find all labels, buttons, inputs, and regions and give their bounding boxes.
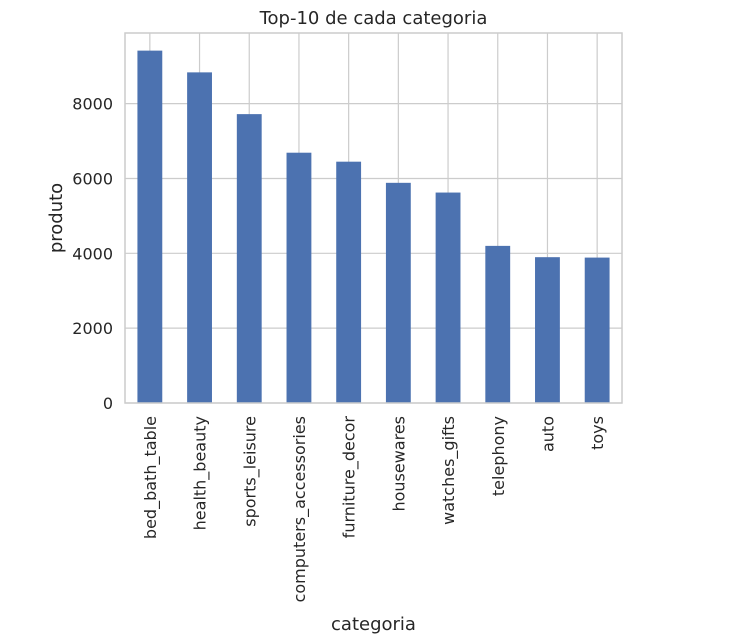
bar-housewares xyxy=(385,182,411,403)
x-tick-labels: bed_bath_table health_beauty sports_leisur… xyxy=(141,416,607,603)
bar-health_beauty xyxy=(187,72,212,404)
bar-auto xyxy=(535,257,560,403)
bar-toys xyxy=(584,257,610,403)
x-tick-label: health_beauty xyxy=(191,416,211,530)
x-tick-label: auto xyxy=(538,416,557,452)
y-tick-label: 8000 xyxy=(72,95,113,114)
bar-watches_gifts xyxy=(435,192,461,403)
y-tick-label: 0 xyxy=(103,394,113,413)
x-tick-label: watches_gifts xyxy=(439,416,459,525)
x-tick-label: housewares xyxy=(389,416,408,512)
y-tick-label: 4000 xyxy=(72,244,113,263)
x-axis-label: categoria xyxy=(331,614,416,635)
x-tick-label: sports_leisure xyxy=(240,416,260,527)
y-tick-label: 2000 xyxy=(72,319,113,338)
y-tick-label: 6000 xyxy=(72,169,113,188)
bar-telephony xyxy=(485,245,511,403)
bar-computers_accessories xyxy=(286,152,312,403)
x-tick-label: computers_accessories xyxy=(290,416,310,602)
y-tick-labels: 0 2000 4000 6000 8000 xyxy=(72,95,113,413)
bar-bed_bath_table xyxy=(137,50,163,404)
x-tick-label: toys xyxy=(588,416,607,450)
chart-title: Top-10 de cada categoria xyxy=(259,8,488,29)
bar-sports_leisure xyxy=(236,114,262,403)
plot-frame xyxy=(124,32,623,404)
bar-layer xyxy=(137,50,610,404)
bar-furniture_decor xyxy=(336,161,362,403)
x-tick-label: bed_bath_table xyxy=(141,416,161,539)
y-axis-label: produto xyxy=(46,183,67,253)
x-tick-label: telephony xyxy=(489,416,508,496)
x-tick-label: furniture_decor xyxy=(340,416,360,539)
